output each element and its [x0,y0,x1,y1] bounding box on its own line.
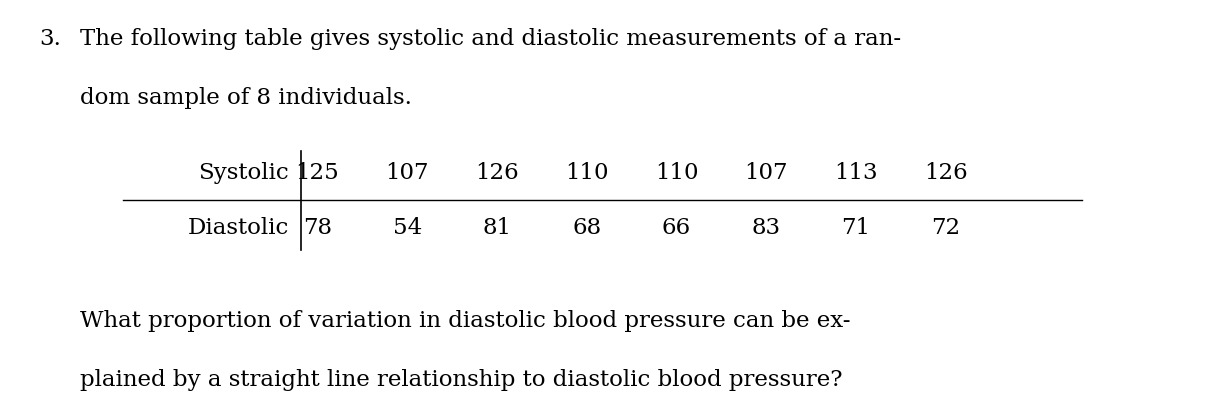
Text: plained by a straight line relationship to diastolic blood pressure?: plained by a straight line relationship … [80,369,843,391]
Text: 107: 107 [744,162,788,184]
Text: 81: 81 [482,217,512,239]
Text: 66: 66 [662,217,691,239]
Text: Diastolic: Diastolic [188,217,289,239]
Text: 83: 83 [752,217,781,239]
Text: 126: 126 [475,162,519,184]
Text: Systolic: Systolic [198,162,289,184]
Text: 3.: 3. [39,28,62,50]
Text: What proportion of variation in diastolic blood pressure can be ex-: What proportion of variation in diastoli… [80,310,850,331]
Text: The following table gives systolic and diastolic measurements of a ran-: The following table gives systolic and d… [80,28,902,50]
Text: 110: 110 [654,162,699,184]
Text: 126: 126 [924,162,968,184]
Text: 68: 68 [572,217,601,239]
Text: 72: 72 [931,217,961,239]
Text: 107: 107 [385,162,429,184]
Text: 54: 54 [392,217,422,239]
Text: 125: 125 [295,162,339,184]
Text: 110: 110 [565,162,609,184]
Text: dom sample of 8 individuals.: dom sample of 8 individuals. [80,87,412,109]
Text: 71: 71 [841,217,871,239]
Text: 113: 113 [834,162,878,184]
Text: 78: 78 [303,217,332,239]
